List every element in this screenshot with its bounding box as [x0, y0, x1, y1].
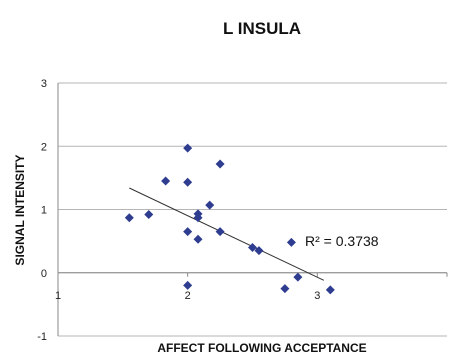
trendline — [129, 187, 325, 281]
r-squared-annotation: R² = 0.3738 — [305, 233, 379, 249]
y-tick-label: 1 — [41, 205, 47, 217]
data-point — [144, 210, 154, 220]
y-tick-label: 2 — [41, 141, 47, 153]
data-point — [193, 234, 203, 244]
x-tick-labels: 1 2 3 — [55, 272, 448, 302]
y-tick-label: -1 — [37, 331, 47, 343]
data-point — [183, 177, 193, 187]
x-axis-title: AFFECT FOLLOWING ACCEPTANCE — [157, 341, 366, 355]
x-tick-label: 1 — [55, 290, 61, 302]
data-point — [325, 285, 335, 295]
data-point — [193, 213, 203, 223]
data-point — [215, 227, 225, 237]
data-point — [248, 242, 257, 252]
x-tick-label: 2 — [185, 290, 191, 302]
y-tick-label: 0 — [41, 268, 47, 280]
data-point — [161, 176, 171, 186]
data-point — [183, 227, 193, 237]
gridlines — [58, 82, 447, 337]
data-point — [215, 159, 225, 169]
y-tick-labels: 3 2 1 0 -1 — [37, 78, 47, 343]
data-point — [280, 284, 290, 294]
data-point — [124, 213, 134, 223]
data-point — [183, 280, 193, 290]
x-tick-label: 3 — [314, 290, 320, 302]
data-point — [205, 200, 215, 210]
data-point — [286, 237, 296, 247]
data-point — [254, 246, 264, 256]
y-axis-title: SIGNAL INTENSITY — [13, 154, 27, 265]
chart-title: L INSULA — [223, 19, 301, 38]
data-points — [124, 143, 335, 295]
y-tick-label: 3 — [41, 78, 47, 90]
data-point — [293, 272, 303, 282]
data-point — [183, 143, 193, 153]
